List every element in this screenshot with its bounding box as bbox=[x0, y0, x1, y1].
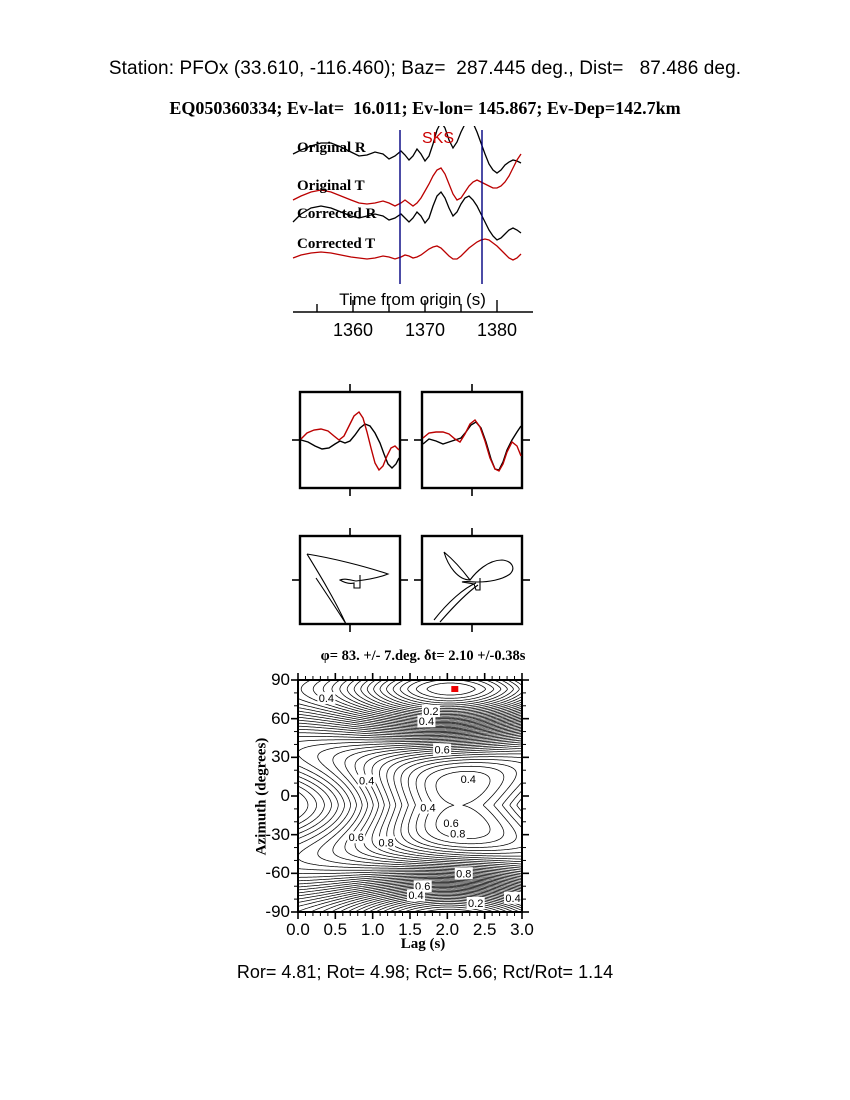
time-tick-1360: 1360 bbox=[332, 320, 374, 340]
contour-label-bg bbox=[413, 880, 432, 893]
ytick-m60: -60 bbox=[265, 863, 290, 883]
contour-label-1: 0.2 bbox=[423, 706, 438, 718]
contour-label-5: 0.4 bbox=[461, 774, 476, 786]
xtick-2p0: 2.0 bbox=[435, 920, 460, 939]
contour-label-8: 0.8 bbox=[450, 828, 465, 840]
trace-label-original-t: Original T bbox=[297, 178, 365, 194]
xtick-3p0: 3.0 bbox=[510, 920, 534, 939]
hodogram-uncorrected-panel bbox=[292, 528, 408, 632]
contour-field: 0.40.20.40.60.4 0.40.40.60.80.6 0.80.80.60… bbox=[291, 673, 529, 919]
ytick-m30: -30 bbox=[265, 824, 290, 844]
contour-label-bg bbox=[418, 801, 437, 814]
time-axis: Time from origin (s) 1360 1370 1380 bbox=[285, 290, 540, 356]
contour-label-0: 0.4 bbox=[319, 693, 334, 705]
slow-trace-corrected bbox=[422, 418, 522, 472]
contour-label-bg bbox=[504, 891, 523, 904]
contour-label-bg bbox=[406, 889, 425, 902]
waveform-traces bbox=[292, 126, 522, 284]
fast-trace-corrected bbox=[422, 421, 522, 471]
fast-slow-uncorrected-plot bbox=[292, 384, 408, 496]
contour-label-bg bbox=[448, 827, 467, 840]
contour-label-bg bbox=[357, 774, 376, 787]
contour-label-bg bbox=[433, 743, 452, 756]
xtick-0p0: 0.0 bbox=[286, 920, 310, 939]
ytick-90: 90 bbox=[271, 670, 290, 689]
hodogram-corrected-plot bbox=[414, 528, 530, 632]
xtick-1p5: 1.5 bbox=[398, 920, 422, 939]
trace-label-corrected-t: Corrected T bbox=[297, 236, 376, 252]
trace-label-corrected-r: Corrected R bbox=[297, 206, 377, 222]
contour-label-bg bbox=[317, 692, 336, 705]
contour-label-bg bbox=[347, 831, 366, 844]
contour-label-bg bbox=[417, 715, 436, 728]
fast-trace-uncorrected bbox=[300, 423, 400, 469]
ytick-0: 0 bbox=[280, 786, 290, 805]
contour-label-7: 0.6 bbox=[443, 818, 458, 830]
optimum-solution-marker bbox=[451, 686, 459, 693]
contour-label-13: 0.4 bbox=[408, 890, 423, 902]
trace-label-original-r: Original R bbox=[297, 140, 366, 156]
station-title: Station: PFOx (33.610, -116.460); Baz= 2… bbox=[108, 58, 742, 79]
contour-label-2: 0.4 bbox=[419, 716, 434, 728]
time-tick-1370: 1370 bbox=[404, 320, 446, 340]
trace-corrected-r bbox=[292, 190, 522, 241]
waveform-panel: Original R Original T Corrected R Correc… bbox=[285, 126, 535, 291]
xtick-2p5: 2.5 bbox=[472, 920, 497, 939]
phase-label-sks: SKS bbox=[422, 130, 455, 147]
slow-trace-uncorrected bbox=[300, 410, 400, 472]
ytick-30: 30 bbox=[271, 747, 290, 767]
contour-panel: φ= 83. +/- 7.deg. δt= 2.10 +/-0.38s Azim… bbox=[240, 648, 550, 958]
xtick-1p0: 1.0 bbox=[360, 920, 385, 939]
time-axis-ruler bbox=[293, 300, 533, 313]
contour-label-9: 0.6 bbox=[349, 832, 364, 844]
quality-metrics: Ror= 4.81; Rot= 4.98; Rct= 5.66; Rct/Rot… bbox=[236, 962, 614, 982]
particle-motion-path-uncorrected bbox=[306, 553, 390, 625]
contour-label-3: 0.6 bbox=[434, 745, 449, 757]
contour-label-11: 0.8 bbox=[456, 868, 471, 880]
fast-slow-uncorrected-panel bbox=[292, 384, 408, 496]
contour-label-14: 0.2 bbox=[468, 898, 483, 910]
contour-label-bg bbox=[459, 773, 478, 786]
contour-label-4: 0.4 bbox=[359, 776, 374, 788]
contour-label-15: 0.4 bbox=[505, 893, 520, 905]
trace-original-r bbox=[292, 126, 522, 174]
contour-label-bg bbox=[377, 836, 396, 849]
hodogram-uncorrected-plot bbox=[292, 528, 408, 632]
hodogram-corrected-panel bbox=[414, 528, 530, 632]
particle-motion-path-corrected bbox=[433, 551, 514, 623]
trace-corrected-t bbox=[292, 238, 522, 261]
time-axis-title: Time from origin (s) bbox=[339, 290, 486, 309]
contour-label-bg bbox=[421, 704, 440, 717]
axis-label-lag: Lag (s) bbox=[400, 936, 446, 952]
contour-label-bg bbox=[454, 867, 473, 880]
contour-label-10: 0.8 bbox=[378, 837, 393, 849]
contour-label-6: 0.4 bbox=[420, 803, 435, 815]
fast-slow-corrected-plot bbox=[414, 384, 530, 496]
contour-lines-path bbox=[298, 680, 522, 912]
fast-slow-corrected-panel bbox=[414, 384, 530, 496]
ytick-60: 60 bbox=[271, 708, 290, 728]
time-tick-1380: 1380 bbox=[476, 320, 518, 340]
event-title: EQ050360334; Ev-lat= 16.011; Ev-lon= 145… bbox=[169, 98, 681, 118]
contour-title: φ= 83. +/- 7.deg. δt= 2.10 +/-0.38s bbox=[320, 648, 526, 664]
contour-label-bg bbox=[466, 896, 485, 909]
xtick-0p5: 0.5 bbox=[323, 920, 348, 939]
contour-label-bg bbox=[442, 817, 461, 830]
ytick-m90: -90 bbox=[265, 902, 290, 921]
trace-original-t bbox=[292, 153, 522, 207]
